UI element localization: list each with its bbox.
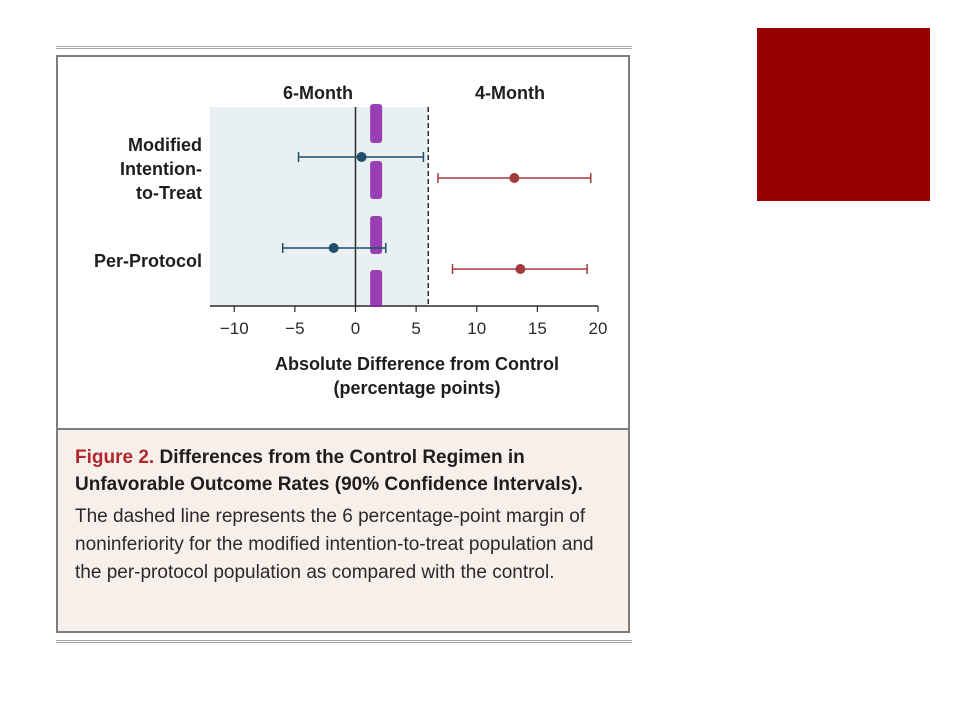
figure-label: Figure 2. xyxy=(75,447,155,468)
point-estimate xyxy=(509,173,520,183)
x-axis-label: Absolute Difference from Control xyxy=(275,354,559,374)
row-label: Per-Protocol xyxy=(94,251,202,271)
caption-box: Figure 2. Differences from the Control R… xyxy=(58,428,628,631)
x-tick-label: 0 xyxy=(351,319,360,338)
column-header-6-month: 6-Month xyxy=(283,83,353,103)
highlight-dash xyxy=(370,161,383,199)
point-estimate xyxy=(356,152,367,162)
x-tick-label: 10 xyxy=(467,319,486,338)
x-tick-label: 5 xyxy=(411,319,420,338)
x-tick-label: −10 xyxy=(220,319,249,338)
caption-title: Figure 2. Differences from the Control R… xyxy=(75,444,612,498)
x-tick-label: 20 xyxy=(589,319,608,338)
x-axis-label-units: (percentage points) xyxy=(333,378,500,398)
caption-body: The dashed line represents the 6 percent… xyxy=(75,506,594,583)
shaded-region xyxy=(210,107,429,306)
column-header-4-month: 4-Month xyxy=(475,83,545,103)
figure-title: Differences from the Control Regimen in … xyxy=(75,447,583,495)
top-rule xyxy=(56,46,632,49)
red-accent-block xyxy=(757,28,930,201)
x-tick-label: −5 xyxy=(285,319,304,338)
forest-plot: −10 −5 0 5 10 15 20 6-Month 4-Month Modified Inten… xyxy=(94,83,608,398)
figure-panel: −10 −5 0 5 10 15 20 6-Month 4-Month Modified Inten… xyxy=(56,55,630,633)
row-label: to-Treat xyxy=(136,183,202,203)
row-label: Intention- xyxy=(120,159,202,179)
highlight-dash xyxy=(370,216,383,254)
highlight-dash xyxy=(370,270,383,307)
x-tick-label: 15 xyxy=(528,319,547,338)
row-label: Modified xyxy=(128,135,202,155)
highlight-dash xyxy=(370,104,383,143)
point-estimate xyxy=(515,264,526,274)
bottom-rule xyxy=(56,640,632,643)
point-estimate xyxy=(328,243,339,253)
